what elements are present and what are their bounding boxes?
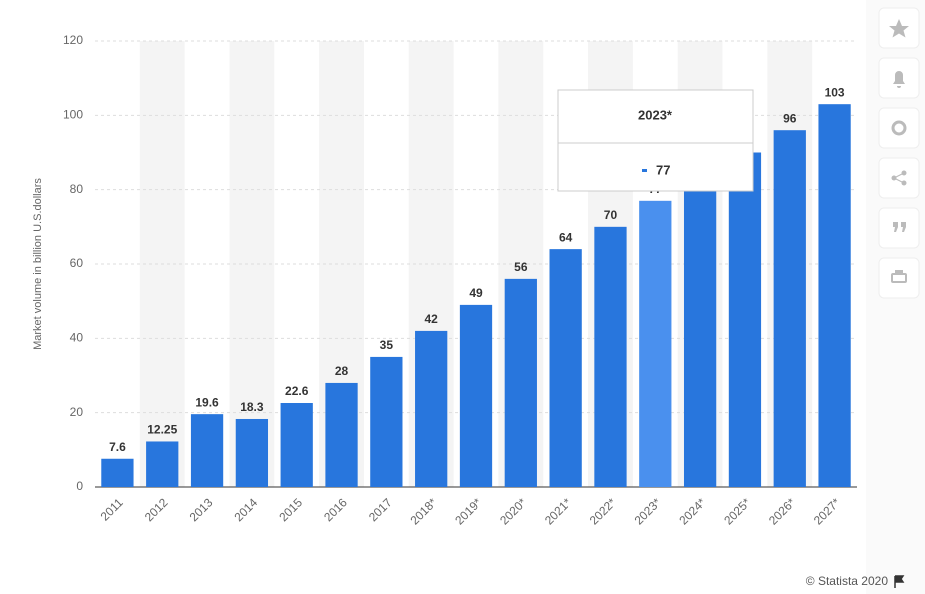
value-label: 18.3 bbox=[240, 400, 264, 414]
tooltip: 2023* 77 bbox=[557, 89, 754, 192]
y-tick-label: 40 bbox=[70, 331, 84, 345]
value-label: 96 bbox=[783, 111, 797, 125]
bar bbox=[370, 356, 403, 487]
tooltip-title: 2023* bbox=[638, 107, 673, 122]
tooltip-box bbox=[557, 89, 754, 192]
bar bbox=[728, 152, 762, 487]
value-label: 56 bbox=[514, 260, 528, 274]
bar bbox=[594, 226, 627, 488]
source-credit: © Statista 2020 bbox=[806, 574, 889, 588]
bar bbox=[773, 130, 806, 487]
favorite-button[interactable] bbox=[878, 7, 920, 49]
bar bbox=[146, 441, 179, 487]
bar bbox=[818, 104, 851, 487]
y-tick-label: 80 bbox=[70, 182, 84, 196]
settings-button[interactable] bbox=[878, 107, 920, 149]
bar bbox=[280, 403, 313, 487]
value-label: 19.6 bbox=[195, 395, 219, 409]
value-label: 103 bbox=[825, 85, 845, 99]
share-button[interactable] bbox=[878, 157, 920, 199]
plot-area: 0204060801001207.6201112.25201219.620131… bbox=[63, 33, 857, 528]
print-button[interactable] bbox=[878, 257, 920, 299]
y-tick-label: 20 bbox=[70, 405, 84, 419]
y-tick-label: 100 bbox=[63, 108, 83, 122]
flag-icon[interactable] bbox=[894, 575, 905, 588]
value-label: 35 bbox=[380, 338, 394, 352]
y-tick-label: 60 bbox=[70, 256, 84, 270]
bar bbox=[101, 458, 134, 487]
bar bbox=[325, 382, 358, 487]
bar bbox=[504, 278, 537, 487]
cite-button[interactable] bbox=[878, 207, 920, 249]
value-label: 49 bbox=[469, 286, 483, 300]
bar bbox=[459, 304, 493, 487]
value-label: 7.6 bbox=[109, 440, 126, 454]
value-label: 12.25 bbox=[147, 423, 177, 437]
bar bbox=[190, 414, 224, 487]
bar bbox=[415, 330, 448, 487]
bar bbox=[549, 249, 582, 487]
bar bbox=[639, 200, 672, 488]
value-label: 22.6 bbox=[285, 384, 309, 398]
bar bbox=[683, 178, 717, 487]
value-label: 28 bbox=[335, 364, 349, 378]
y-axis-label: Market volume in billion U.S.dollars bbox=[32, 178, 44, 350]
value-label: 70 bbox=[604, 208, 618, 222]
value-label: 64 bbox=[559, 230, 573, 244]
y-tick-label: 120 bbox=[63, 33, 83, 47]
y-tick-label: 0 bbox=[76, 479, 83, 493]
bar bbox=[235, 418, 269, 487]
value-label: 42 bbox=[424, 312, 438, 326]
alert-button[interactable] bbox=[878, 57, 920, 99]
sidebar bbox=[866, 0, 925, 594]
tooltip-value: 77 bbox=[656, 162, 670, 177]
tooltip-marker bbox=[642, 169, 647, 172]
